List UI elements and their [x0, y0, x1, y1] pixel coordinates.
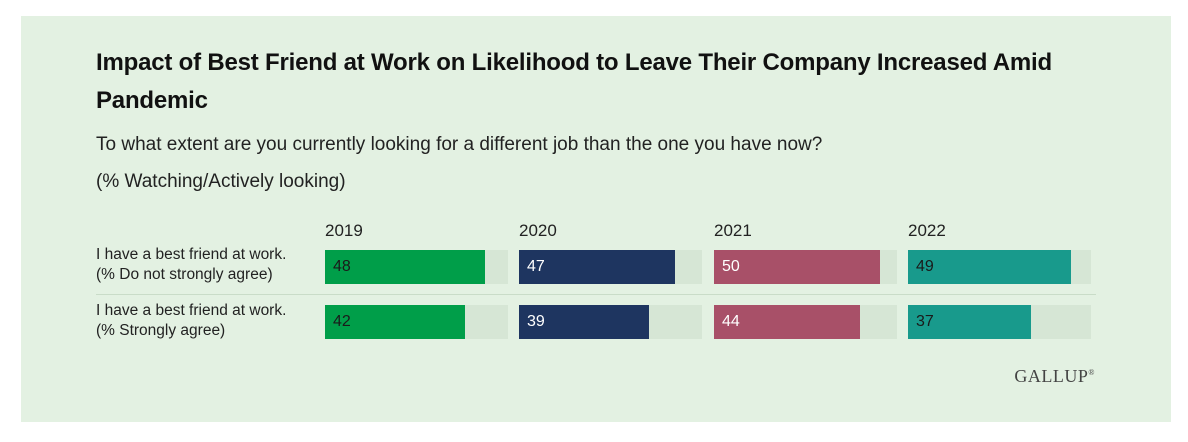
bar-2020-row1: 47	[519, 250, 675, 284]
bar-value-label: 44	[722, 313, 740, 330]
series-label-2019: 2019	[325, 221, 363, 240]
chart-note: (% Watching/Actively looking)	[96, 171, 346, 192]
bar-track: 49	[908, 250, 1091, 284]
bar-2022-row2: 37	[908, 305, 1031, 339]
bar-value-label: 37	[916, 313, 934, 330]
registered-mark: ®	[1088, 368, 1095, 377]
row-label-strongly-agree: I have a best friend at work. (% Strongl…	[96, 301, 326, 341]
bar-value-label: 47	[527, 258, 545, 275]
row-divider	[96, 294, 1096, 295]
bar-track: 39	[519, 305, 702, 339]
bar-value-label: 48	[333, 258, 351, 275]
bar-track: 47	[519, 250, 702, 284]
bar-value-label: 50	[722, 258, 740, 275]
gallup-logo: GALLUP®	[1014, 366, 1095, 387]
row-label-line1: I have a best friend at work.	[96, 302, 287, 319]
bar-track: 48	[325, 250, 508, 284]
bar-track: 44	[714, 305, 897, 339]
logo-text: GALLUP	[1014, 366, 1089, 386]
bar-value-label: 49	[916, 258, 934, 275]
bar-2021-row1: 50	[714, 250, 880, 284]
bar-track: 42	[325, 305, 508, 339]
row-label-line1: I have a best friend at work.	[96, 246, 287, 263]
bar-2019-row1: 48	[325, 250, 485, 284]
chart-title: Impact of Best Friend at Work on Likelih…	[96, 49, 1052, 114]
bar-2019-row2: 42	[325, 305, 465, 339]
series-label-2020: 2020	[519, 221, 557, 240]
row-label-not-strongly-agree: I have a best friend at work. (% Do not …	[96, 245, 326, 285]
bar-2020-row2: 39	[519, 305, 649, 339]
row-label-line2: (% Strongly agree)	[96, 322, 226, 339]
bar-track: 50	[714, 250, 897, 284]
bar-value-label: 39	[527, 313, 545, 330]
bar-2022-row1: 49	[908, 250, 1071, 284]
bar-2021-row2: 44	[714, 305, 860, 339]
chart-card: Impact of Best Friend at Work on Likelih…	[21, 16, 1171, 422]
bar-track: 37	[908, 305, 1091, 339]
row-label-line2: (% Do not strongly agree)	[96, 266, 273, 283]
bar-value-label: 42	[333, 313, 351, 330]
chart-subtitle: To what extent are you currently looking…	[96, 134, 823, 155]
series-label-2022: 2022	[908, 221, 946, 240]
series-label-2021: 2021	[714, 221, 752, 240]
